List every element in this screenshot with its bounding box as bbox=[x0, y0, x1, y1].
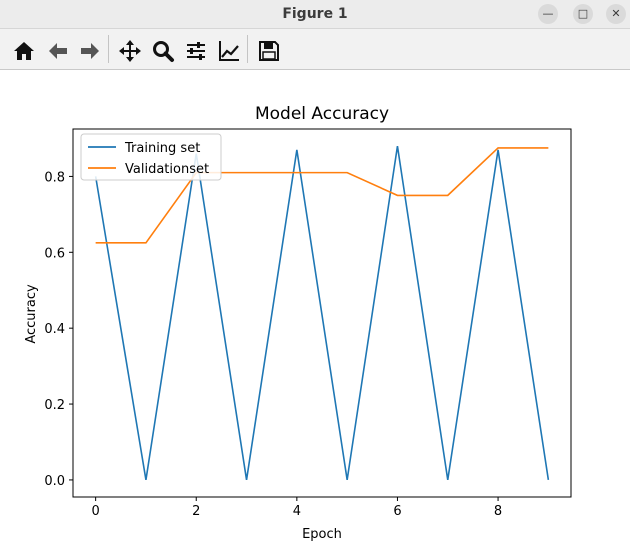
toolbar bbox=[0, 29, 630, 70]
window-title: Figure 1 bbox=[282, 6, 348, 22]
save-icon[interactable] bbox=[257, 39, 281, 63]
y-tick-label: 0.0 bbox=[44, 474, 65, 489]
series-line-validation bbox=[95, 147, 549, 244]
legend: Training set Validationset bbox=[80, 133, 222, 181]
series-line-training bbox=[94, 145, 550, 481]
title-bar: Figure 1 — □ ✕ bbox=[0, 0, 630, 29]
maximize-button[interactable]: □ bbox=[573, 4, 593, 24]
series-lines bbox=[94, 145, 550, 481]
home-icon[interactable] bbox=[12, 39, 36, 63]
legend-label: Training set bbox=[124, 141, 200, 156]
y-tick-label: 0.6 bbox=[44, 246, 65, 261]
y-tick-label: 0.4 bbox=[44, 322, 65, 337]
plot-frame bbox=[72, 128, 572, 498]
x-tick-label: 8 bbox=[494, 504, 502, 519]
x-tick-label: 2 bbox=[192, 504, 200, 519]
close-button[interactable]: ✕ bbox=[606, 4, 626, 24]
toolbar-separator bbox=[247, 35, 248, 63]
pan-icon[interactable] bbox=[118, 39, 142, 63]
back-arrow-icon[interactable] bbox=[46, 39, 70, 63]
y-tick-label: 0.8 bbox=[44, 170, 65, 185]
y-axis-label: Accuracy bbox=[24, 284, 39, 344]
chart-title: Model Accuracy bbox=[255, 104, 389, 124]
figure-canvas[interactable]: Model Accuracy Epoch Accuracy 0 2 4 6 8 0.0 0.… bbox=[0, 70, 630, 545]
x-tick-label: 4 bbox=[293, 504, 301, 519]
x-tick-label: 6 bbox=[393, 504, 401, 519]
y-tick-label: 0.2 bbox=[44, 398, 65, 413]
minimize-button[interactable]: — bbox=[538, 4, 558, 24]
legend-label: Validationset bbox=[125, 162, 209, 177]
axis-ticks: 0 2 4 6 8 0.0 0.2 0.4 0.6 0.8 bbox=[44, 170, 502, 519]
x-axis-label: Epoch bbox=[302, 527, 342, 542]
toolbar-separator bbox=[108, 35, 109, 63]
zoom-icon[interactable] bbox=[151, 39, 175, 63]
forward-arrow-icon[interactable] bbox=[78, 39, 102, 63]
accuracy-chart: Model Accuracy Epoch Accuracy 0 2 4 6 8 0.0 0.… bbox=[24, 104, 572, 542]
edit-axis-icon[interactable] bbox=[217, 39, 241, 63]
x-tick-label: 0 bbox=[91, 504, 99, 519]
configure-subplots-icon[interactable] bbox=[184, 39, 208, 63]
